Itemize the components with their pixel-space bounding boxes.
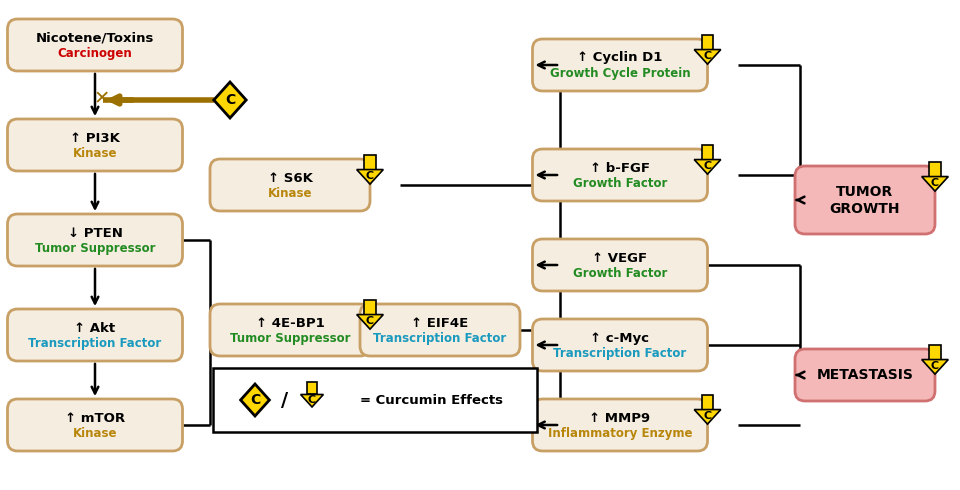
Text: /: / xyxy=(281,391,289,410)
Polygon shape xyxy=(307,382,317,394)
Text: ↑ c-Myc: ↑ c-Myc xyxy=(590,332,650,344)
Text: Inflammatory Enzyme: Inflammatory Enzyme xyxy=(548,426,692,440)
Polygon shape xyxy=(922,360,948,374)
Text: ↑ mTOR: ↑ mTOR xyxy=(65,412,125,424)
Text: C: C xyxy=(366,316,374,326)
Polygon shape xyxy=(929,345,941,360)
FancyBboxPatch shape xyxy=(213,368,537,432)
Text: ↑ MMP9: ↑ MMP9 xyxy=(589,412,651,424)
Text: ↑ 4E-BP1: ↑ 4E-BP1 xyxy=(255,317,324,329)
Polygon shape xyxy=(364,300,376,315)
Polygon shape xyxy=(241,384,270,416)
Text: ↑ Akt: ↑ Akt xyxy=(75,321,115,335)
Text: C: C xyxy=(704,50,711,61)
Text: Nicotene/Toxins: Nicotene/Toxins xyxy=(36,31,155,45)
FancyBboxPatch shape xyxy=(210,159,370,211)
Text: Kinase: Kinase xyxy=(73,147,117,160)
Text: ↑ EIF4E: ↑ EIF4E xyxy=(412,317,468,329)
Polygon shape xyxy=(702,35,713,49)
FancyBboxPatch shape xyxy=(360,304,520,356)
FancyBboxPatch shape xyxy=(8,19,182,71)
Polygon shape xyxy=(357,170,383,184)
Polygon shape xyxy=(694,160,721,174)
Text: Growth Factor: Growth Factor xyxy=(573,267,667,279)
FancyBboxPatch shape xyxy=(8,399,182,451)
Text: ↑ b-FGF: ↑ b-FGF xyxy=(590,162,650,174)
Polygon shape xyxy=(300,394,324,407)
Text: ✕: ✕ xyxy=(94,90,110,108)
Polygon shape xyxy=(702,395,713,410)
Text: METASTASIS: METASTASIS xyxy=(817,368,913,382)
FancyBboxPatch shape xyxy=(8,119,182,171)
FancyBboxPatch shape xyxy=(533,39,708,91)
Text: TUMOR: TUMOR xyxy=(836,185,894,199)
Text: Tumor Suppressor: Tumor Suppressor xyxy=(229,332,350,344)
Polygon shape xyxy=(929,162,941,176)
Text: ↑ Cyclin D1: ↑ Cyclin D1 xyxy=(577,51,662,65)
Text: C: C xyxy=(704,161,711,171)
Polygon shape xyxy=(702,145,713,160)
Text: C: C xyxy=(931,361,939,370)
Text: C: C xyxy=(366,171,374,181)
Text: Kinase: Kinase xyxy=(268,187,312,199)
Polygon shape xyxy=(922,176,948,191)
Polygon shape xyxy=(694,410,721,424)
Text: ↑ S6K: ↑ S6K xyxy=(268,172,312,185)
Polygon shape xyxy=(694,49,721,64)
Text: Carcinogen: Carcinogen xyxy=(58,47,132,59)
FancyBboxPatch shape xyxy=(533,399,708,451)
FancyBboxPatch shape xyxy=(533,149,708,201)
Text: = Curcumin Effects: = Curcumin Effects xyxy=(360,393,503,407)
Text: ↑ PI3K: ↑ PI3K xyxy=(70,131,120,145)
Text: GROWTH: GROWTH xyxy=(829,202,900,216)
Text: ↓ PTEN: ↓ PTEN xyxy=(67,226,123,240)
Polygon shape xyxy=(214,82,246,118)
Text: Transcription Factor: Transcription Factor xyxy=(373,332,507,344)
FancyBboxPatch shape xyxy=(533,319,708,371)
Polygon shape xyxy=(357,315,383,329)
Text: C: C xyxy=(931,178,939,188)
Polygon shape xyxy=(364,155,376,170)
FancyBboxPatch shape xyxy=(795,349,935,401)
Text: C: C xyxy=(704,411,711,421)
Text: C: C xyxy=(308,395,316,405)
FancyBboxPatch shape xyxy=(8,309,182,361)
Text: ↑ VEGF: ↑ VEGF xyxy=(592,251,648,265)
FancyBboxPatch shape xyxy=(533,239,708,291)
Text: C: C xyxy=(250,393,260,407)
Text: Growth Factor: Growth Factor xyxy=(573,176,667,190)
Text: Transcription Factor: Transcription Factor xyxy=(29,337,161,349)
FancyBboxPatch shape xyxy=(8,214,182,266)
Text: C: C xyxy=(225,93,235,107)
Text: Kinase: Kinase xyxy=(73,426,117,440)
FancyBboxPatch shape xyxy=(795,166,935,234)
FancyBboxPatch shape xyxy=(210,304,370,356)
Text: Tumor Suppressor: Tumor Suppressor xyxy=(35,242,156,254)
Text: Transcription Factor: Transcription Factor xyxy=(553,346,686,360)
Text: Growth Cycle Protein: Growth Cycle Protein xyxy=(550,67,690,79)
